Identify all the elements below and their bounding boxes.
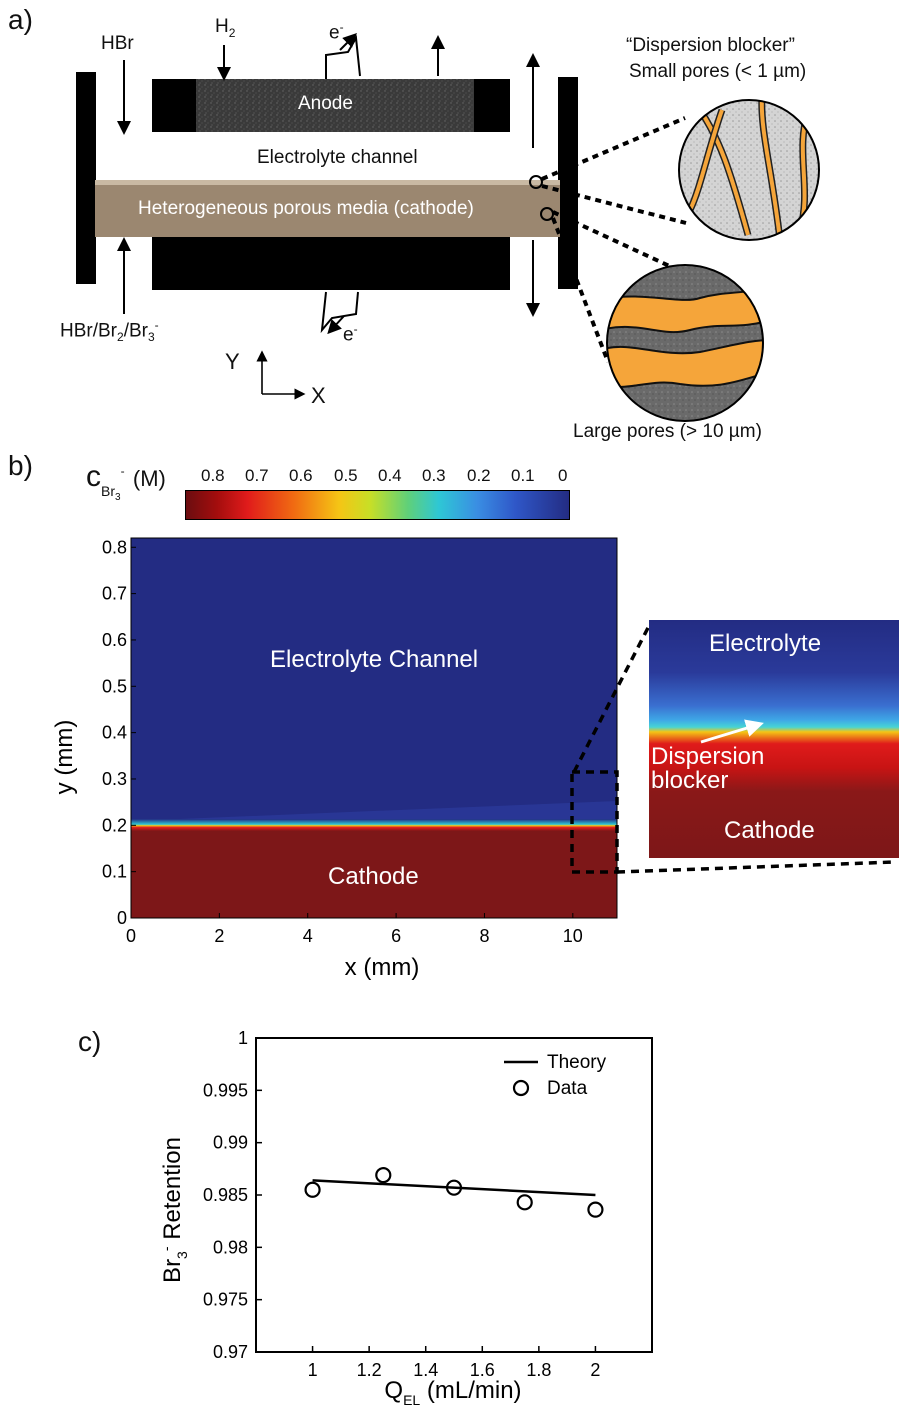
y-tick-label: 0.6 xyxy=(102,630,127,650)
inset-label-blocker: blocker xyxy=(651,767,729,794)
cathode-region xyxy=(131,823,617,918)
bottom-block xyxy=(152,237,510,290)
x-tick-label: 2 xyxy=(214,926,224,946)
y-tick-label: 0.995 xyxy=(203,1080,248,1100)
small-pores-circle xyxy=(679,100,819,240)
y-tick-label: 0.1 xyxy=(102,862,127,882)
x-tick-label: 0 xyxy=(126,926,136,946)
cathode-label: Heterogeneous porous media (cathode) xyxy=(138,198,474,219)
y-tick-label: 0.97 xyxy=(213,1342,248,1362)
data-point xyxy=(304,1181,321,1198)
small-pores-subtitle: Small pores (< 1 µm) xyxy=(629,61,807,82)
heatmap-x-axis-label: x (mm) xyxy=(345,954,420,981)
heatmap-y-axis-label: y (mm) xyxy=(51,720,78,795)
h2-inlet-label: H2 xyxy=(215,16,236,40)
region-label-cathode: Cathode xyxy=(328,863,419,890)
anode-label: Anode xyxy=(298,93,353,114)
retention-chart: 1 1.2 1.4 1.6 1.8 2 0.97 0.975 0.98 0.985 0.99 0.99… xyxy=(158,1028,653,1408)
legend-theory-label: Theory xyxy=(547,1052,607,1073)
x-tick-label: 1 xyxy=(308,1360,318,1380)
colorbar-tick: 0.4 xyxy=(378,466,402,485)
legend-data-label: Data xyxy=(547,1078,588,1099)
colorbar-tick: 0 xyxy=(558,466,568,485)
region-label-electrolyte-channel: Electrolyte Channel xyxy=(270,646,479,673)
colorbar-tick: 0.2 xyxy=(467,466,491,485)
y-tick-label: 0.985 xyxy=(203,1185,248,1205)
colorbar-tick: 0.1 xyxy=(511,466,535,485)
legend-data-swatch xyxy=(512,1079,530,1097)
x-tick-label: 1.2 xyxy=(357,1360,382,1380)
colorbar-tick: 0.3 xyxy=(422,466,446,485)
panel-c-label: c) xyxy=(78,1026,102,1057)
electrolyte-region xyxy=(131,538,617,823)
colorbar-ticks: 0.8 0.7 0.6 0.5 0.4 0.3 0.2 0.1 0 xyxy=(185,466,568,488)
panel-a-label: a) xyxy=(8,4,33,35)
y-tick-label: 0.2 xyxy=(102,815,127,835)
y-tick-label: 0.8 xyxy=(102,537,127,557)
electrolyte-channel-label: Electrolyte channel xyxy=(257,147,418,168)
inset-label-electrolyte: Electrolyte xyxy=(709,630,822,657)
data-point xyxy=(445,1179,463,1196)
interface-band xyxy=(131,819,617,831)
inset-label-dispersion: Dispersion xyxy=(651,743,765,770)
x-tick-label: 6 xyxy=(391,926,401,946)
hbr-inlet-label: HBr xyxy=(101,33,134,54)
x-tick-label: 8 xyxy=(479,926,489,946)
electron-top-label: e- xyxy=(329,20,344,44)
x-tick-label: 1.4 xyxy=(413,1360,438,1380)
colorbar-tick: 0.7 xyxy=(245,466,269,485)
x-tick-label: 4 xyxy=(303,926,313,946)
colorbar xyxy=(185,490,570,520)
theory-line xyxy=(312,1179,596,1197)
y-tick-label: 0.975 xyxy=(203,1290,248,1310)
anode-textured xyxy=(196,79,474,132)
electron-path-bottom xyxy=(320,291,359,334)
panel-b-label: b) xyxy=(8,450,33,481)
y-tick-label: 0 xyxy=(117,908,127,928)
axis-x-label: X xyxy=(311,383,326,408)
large-pores-circle xyxy=(607,265,763,421)
diffusion-plume xyxy=(131,801,617,823)
y-tick-label: 0.4 xyxy=(102,723,127,743)
y-tick-label: 0.5 xyxy=(102,676,127,696)
x-tick-label: 1.8 xyxy=(526,1360,551,1380)
colorbar-tick: 0.6 xyxy=(289,466,313,485)
colorbar-tick: 0.5 xyxy=(334,466,358,485)
x-tick-label: 10 xyxy=(563,926,583,946)
inset-arrow xyxy=(700,719,764,744)
axis-y-label: Y xyxy=(225,349,240,374)
zoom-leader xyxy=(570,621,896,874)
retention-x-axis-label: QEL (mL/min) xyxy=(384,1377,521,1408)
x-tick-label: 2 xyxy=(590,1360,600,1380)
y-tick-label: 0.3 xyxy=(102,769,127,789)
data-point xyxy=(587,1201,604,1218)
heatmap-frame xyxy=(130,537,618,919)
inset-label-cathode: Cathode xyxy=(724,817,815,844)
right-bar xyxy=(558,77,578,289)
large-pores-label: Large pores (> 10 µm) xyxy=(573,421,762,442)
y-tick-label: 1 xyxy=(238,1028,248,1048)
data-point xyxy=(375,1167,392,1184)
retention-y-axis-label: Br3- Retention xyxy=(158,1137,190,1283)
y-tick-label: 0.7 xyxy=(102,584,127,604)
colorbar-title: cBr3- (M) xyxy=(86,460,166,503)
x-tick-label: 1.6 xyxy=(470,1360,495,1380)
small-pores-title: “Dispersion blocker” xyxy=(626,35,795,56)
panel-a-diagram xyxy=(76,33,820,422)
y-tick-label: 0.99 xyxy=(213,1133,248,1153)
left-bar xyxy=(76,72,96,284)
cathode-layer xyxy=(95,180,560,237)
electron-path-top xyxy=(325,34,361,79)
y-tick-label: 0.98 xyxy=(213,1237,248,1257)
data-point xyxy=(516,1194,533,1211)
colorbar-tick: 0.8 xyxy=(201,466,225,485)
bottom-inlet-label: HBr/Br2/Br3- xyxy=(60,318,159,345)
electron-bottom-label: e- xyxy=(343,322,358,346)
inset-zoom xyxy=(649,620,899,858)
